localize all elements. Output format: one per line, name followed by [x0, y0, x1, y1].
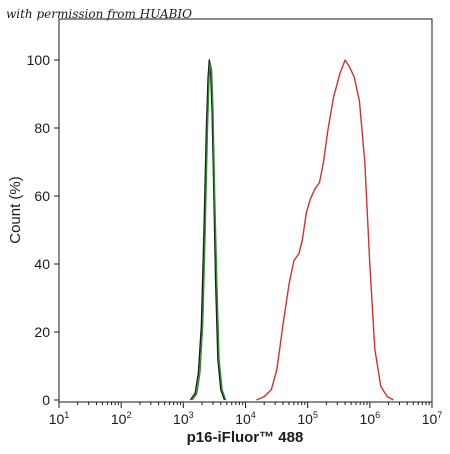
y-tick-label: 80 [34, 120, 50, 136]
y-axis: 0 20 40 60 80 100 [27, 52, 59, 408]
x-tick-label: 104 [235, 410, 256, 427]
y-tick-label: 0 [42, 392, 50, 408]
series-line-3 [256, 59, 394, 401]
series-layer [189, 59, 394, 401]
x-tick-label: 101 [49, 410, 70, 427]
watermark: with permission from HUABIO [6, 7, 192, 21]
plot-frame [58, 18, 433, 403]
y-tick-label: 40 [34, 256, 50, 272]
series-line-1 [189, 59, 226, 401]
y-tick-label: 20 [34, 324, 50, 340]
x-tick-label: 107 [422, 410, 443, 427]
y-axis-title: Count (%) [7, 176, 24, 244]
y-tick-label: 100 [27, 52, 51, 68]
x-tick-label: 105 [297, 410, 318, 427]
series-line-2 [191, 62, 227, 401]
x-tick-label: 103 [173, 410, 194, 427]
x-axis: 101 102 103 104 105 106 107 [49, 402, 443, 427]
y-tick-label: 60 [34, 188, 50, 204]
x-tick-label: 102 [111, 410, 132, 427]
x-axis-title: p16-iFluor™ 488 [187, 429, 304, 446]
x-tick-label: 106 [360, 410, 381, 427]
